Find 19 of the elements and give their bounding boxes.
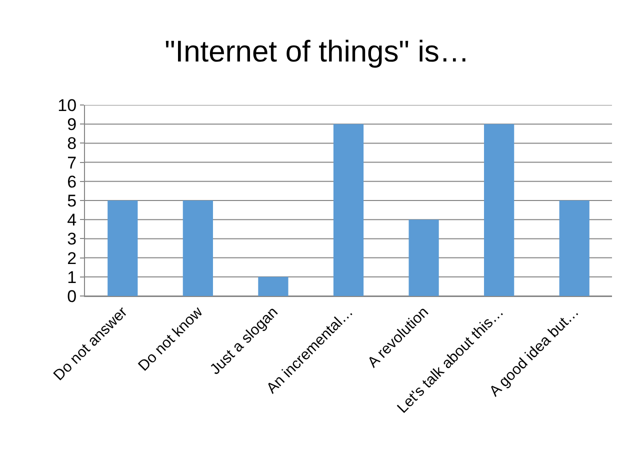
y-tick-label: 0 <box>67 286 77 306</box>
y-tick-label: 6 <box>67 172 77 192</box>
bar <box>182 200 213 296</box>
y-tick-label: 7 <box>67 153 77 172</box>
y-tick-label: 5 <box>67 191 77 210</box>
bar <box>484 124 514 296</box>
bar <box>258 276 288 296</box>
y-tick-label: 3 <box>67 230 77 249</box>
y-tick-label: 8 <box>67 134 77 154</box>
bar <box>108 200 138 296</box>
chart-title: "Internet of things" is… <box>164 36 470 69</box>
y-tick-label: 9 <box>67 115 77 134</box>
y-tick-label: 10 <box>58 96 77 115</box>
bar <box>408 220 439 296</box>
y-tick-label: 2 <box>67 248 77 268</box>
bar <box>559 200 590 296</box>
y-tick-label: 1 <box>67 268 77 287</box>
bar <box>333 124 364 296</box>
y-tick-label: 4 <box>67 210 77 230</box>
